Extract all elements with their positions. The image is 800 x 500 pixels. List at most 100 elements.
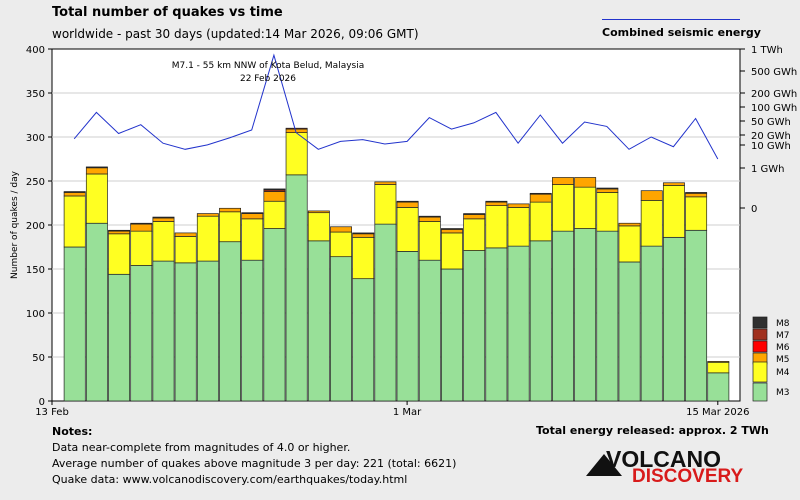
bar-segment-m5 — [485, 201, 508, 206]
energy-tick-label: 10 GWh — [751, 141, 791, 152]
bar-segment-m5 — [330, 226, 352, 233]
bar-segment-m8 — [596, 187, 619, 190]
bar-segment-m8 — [396, 200, 419, 203]
bar-segment-m3 — [307, 240, 330, 402]
bar-segment-m4 — [485, 205, 508, 249]
bar-segment-m7 — [285, 127, 308, 130]
bar-segment-m5 — [441, 229, 463, 234]
bar-segment-m3 — [285, 174, 308, 402]
y-tick-label: 400 — [26, 45, 45, 56]
bar-segment-m5 — [63, 192, 86, 197]
bar-segment-m3 — [174, 262, 197, 402]
bar-segment-m4 — [552, 184, 574, 232]
bar-segment-m5 — [263, 191, 286, 202]
y-tick-label: 50 — [32, 353, 45, 364]
bar-segment-m5 — [574, 177, 597, 188]
bar-segment-m4 — [174, 236, 197, 264]
y-tick-label: 350 — [26, 89, 45, 100]
bar-segment-m5 — [196, 213, 219, 217]
bar-segment-m5 — [307, 210, 330, 214]
bar-segment-m3 — [529, 240, 552, 402]
bar-segment-m3 — [330, 256, 352, 402]
bar-segment-m5 — [108, 230, 131, 235]
legend-swatch-m4 — [752, 361, 768, 383]
x-tick-label: 13 Feb — [35, 407, 69, 418]
legend-label-m4: M4 — [776, 368, 790, 378]
legend-label-m8: M8 — [776, 319, 790, 329]
bar-segment-m3 — [463, 250, 486, 402]
chart-title: Total number of quakes vs time — [52, 5, 283, 20]
bar-segment-m4 — [441, 232, 463, 270]
bar-segment-m4 — [307, 212, 330, 242]
bar-segment-m4 — [574, 186, 597, 229]
energy-series-line — [73, 53, 719, 160]
annotation-line-2: 22 Feb 2026 — [240, 74, 296, 84]
bar-segment-m8 — [529, 192, 552, 195]
energy-tick-label: 0 — [751, 204, 757, 215]
energy-tick-label: 1 GWh — [751, 164, 785, 175]
bar-segment-m4 — [707, 361, 730, 374]
y-tick-label: 150 — [26, 265, 45, 276]
bar-segment-m5 — [618, 222, 641, 227]
bar-segment-m3 — [263, 228, 286, 402]
bar-segment-m5 — [707, 361, 730, 363]
bar-segment-m4 — [463, 218, 486, 251]
bar-segment-m8 — [418, 215, 441, 218]
bar-segment-m4 — [396, 207, 419, 252]
bar-segment-m8 — [63, 191, 86, 193]
bar-segment-m5 — [596, 188, 619, 193]
bar-segment-m4 — [596, 192, 619, 232]
bar-segment-m4 — [618, 225, 641, 263]
bar-segment-m4 — [219, 211, 241, 243]
volcano-discovery-logo[interactable]: VOLCANO DISCOVERY — [586, 446, 743, 490]
bar-segment-m3 — [574, 228, 597, 402]
bar-segment-m3 — [374, 223, 397, 402]
bar-segment-m5 — [418, 216, 441, 222]
bar-segment-m4 — [507, 207, 530, 247]
bar-segment-m4 — [241, 218, 264, 261]
notes-block: Notes: Data near-complete from magnitude… — [52, 424, 456, 488]
y-tick-label: 300 — [26, 133, 45, 144]
bar-segment-m8 — [352, 232, 375, 235]
y-tick-label: 0 — [39, 397, 45, 408]
legend-label-m5: M5 — [776, 355, 790, 365]
bar-segment-m3 — [130, 265, 153, 402]
bar-segment-m8 — [85, 166, 108, 169]
bar-segment-m3 — [618, 261, 641, 402]
bar-segment-m8 — [485, 200, 508, 203]
bar-segment-m3 — [685, 229, 708, 402]
chart-subtitle: worldwide - past 30 days (updated:14 Mar… — [52, 27, 419, 41]
bar-segment-m3 — [507, 245, 530, 402]
bar-segment-m4 — [263, 200, 286, 229]
bar-segment-m4 — [130, 230, 153, 266]
y-tick-label: 100 — [26, 309, 45, 320]
volcano-icon — [586, 454, 622, 476]
bar-segment-m3 — [63, 246, 86, 402]
total-energy: Total energy released: approx. 2 TWh — [536, 424, 769, 437]
bar-segment-m8 — [441, 228, 463, 230]
bar-segment-m5 — [662, 182, 685, 186]
bar-segment-m4 — [152, 221, 175, 262]
bar-segment-m3 — [219, 241, 241, 402]
bar-segment-m4 — [352, 236, 375, 280]
bar-segment-m8 — [152, 216, 175, 219]
energy-tick-label: 100 GWh — [751, 103, 797, 114]
bar-segment-m5 — [396, 201, 419, 208]
legend-swatch-m7 — [752, 328, 768, 341]
bar-segment-m4 — [640, 200, 663, 247]
energy-tick-label: 200 GWh — [751, 89, 797, 100]
bar-segment-m5 — [552, 177, 574, 185]
legend-label-m6: M6 — [776, 343, 790, 353]
bar-segment-m5 — [241, 213, 264, 220]
bar-segment-m3 — [640, 245, 663, 402]
bar-segment-m3 — [152, 260, 175, 402]
bar-segment-m4 — [529, 201, 552, 242]
bar-segment-m8 — [130, 222, 153, 225]
y-tick-label: 250 — [26, 177, 45, 188]
bar-segment-m5 — [85, 167, 108, 175]
bar-segment-m8 — [108, 229, 131, 232]
bar-segment-m4 — [196, 215, 219, 262]
notes-line-1: Data near-complete from magnitudes of 4.… — [52, 441, 351, 454]
bar-segment-m3 — [662, 236, 685, 402]
bar-segment-m4 — [63, 195, 86, 248]
